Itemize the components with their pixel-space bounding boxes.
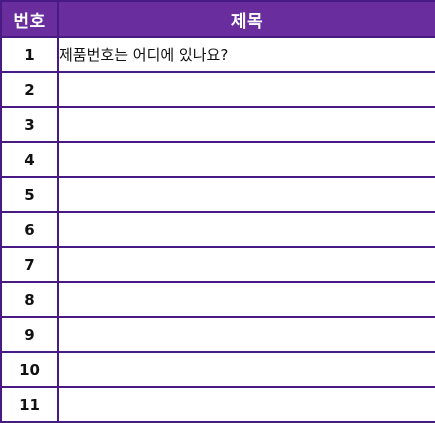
table-row: 2	[0, 71, 435, 108]
table-row: 8	[0, 281, 435, 318]
table-row: 9	[0, 316, 435, 353]
row-title-link[interactable]	[57, 281, 435, 318]
row-number: 4	[0, 141, 59, 178]
row-number: 7	[0, 246, 59, 283]
header-title: 제목	[57, 0, 435, 38]
row-number: 1	[0, 36, 59, 73]
table-header: 번호 제목	[0, 0, 435, 38]
row-title-link[interactable]	[57, 246, 435, 283]
row-title-link[interactable]: 제품번호는 어디에 있나요?	[57, 36, 435, 73]
table-row: 11	[0, 386, 435, 423]
row-number: 8	[0, 281, 59, 318]
table-row: 3	[0, 106, 435, 143]
row-number: 10	[0, 351, 59, 388]
row-number: 6	[0, 211, 59, 248]
table-row: 7	[0, 246, 435, 283]
table-row: 4	[0, 141, 435, 178]
row-number: 11	[0, 386, 59, 423]
row-number: 9	[0, 316, 59, 353]
row-title-link[interactable]	[57, 71, 435, 108]
row-title-link[interactable]	[57, 141, 435, 178]
table-row: 10	[0, 351, 435, 388]
table-row: 6	[0, 211, 435, 248]
row-number: 2	[0, 71, 59, 108]
row-title-link[interactable]	[57, 211, 435, 248]
row-title-link[interactable]	[57, 106, 435, 143]
table-row: 5	[0, 176, 435, 213]
header-num: 번호	[0, 0, 59, 38]
row-title-link[interactable]	[57, 351, 435, 388]
row-title-link[interactable]	[57, 316, 435, 353]
row-number: 3	[0, 106, 59, 143]
table-row: 1 제품번호는 어디에 있나요?	[0, 36, 435, 73]
row-title-link[interactable]	[57, 176, 435, 213]
row-number: 5	[0, 176, 59, 213]
header-row: 번호 제목	[0, 0, 435, 38]
row-title-link[interactable]	[57, 386, 435, 423]
table-body: 1 제품번호는 어디에 있나요? 2 3 4 5 6	[0, 36, 435, 423]
